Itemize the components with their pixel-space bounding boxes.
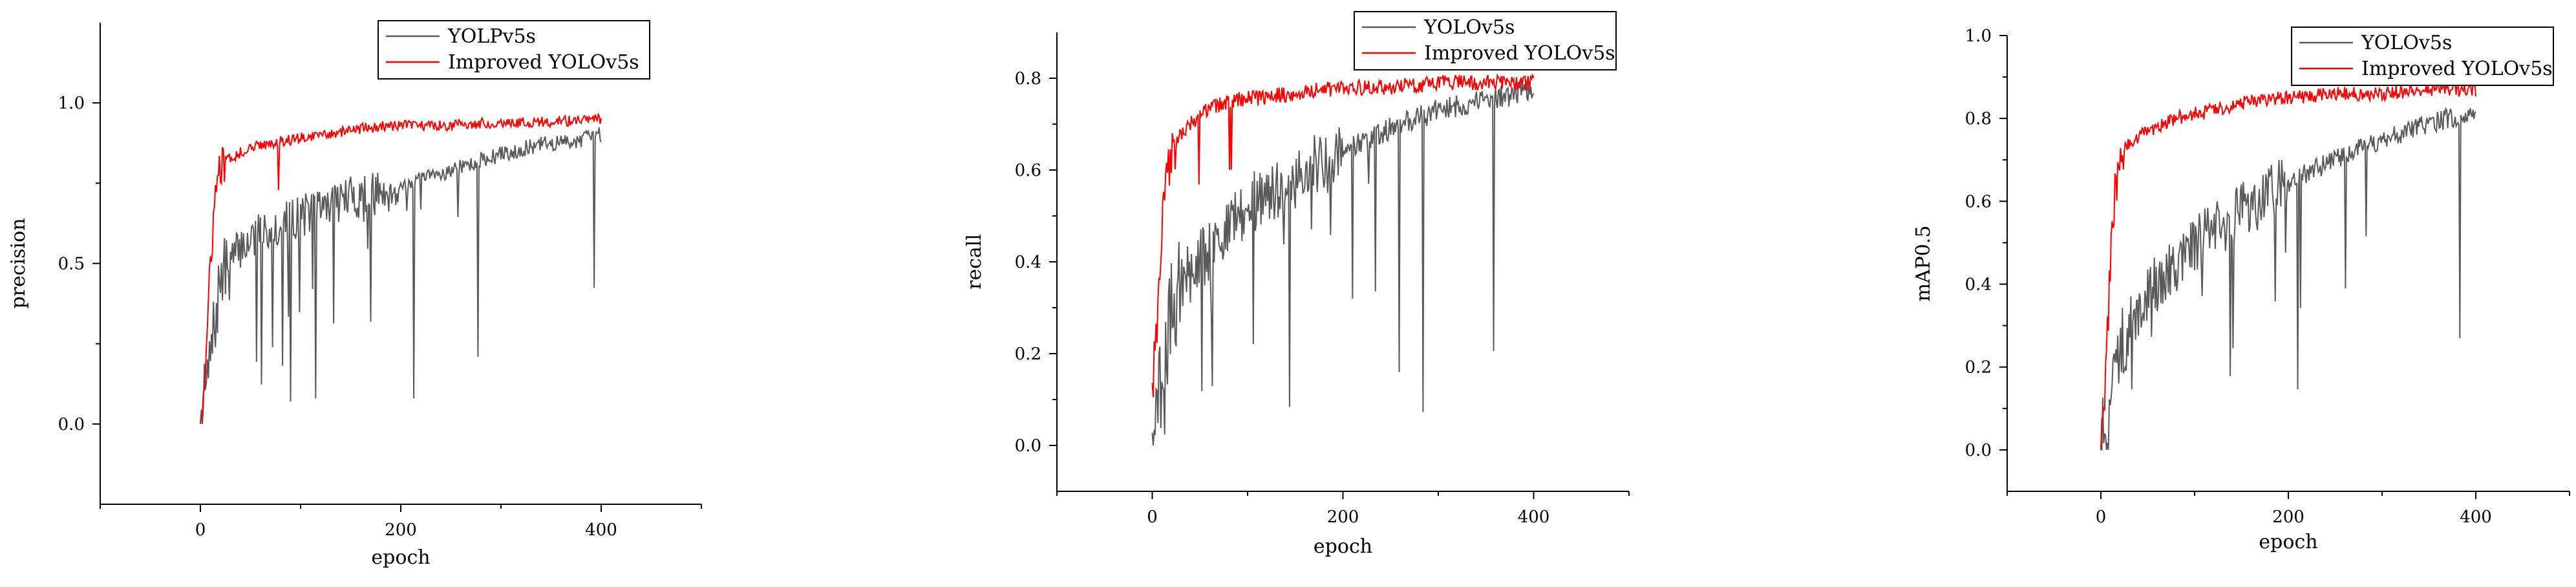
panel-2-legend-label-improved: Improved YOLOv5s xyxy=(1424,42,1615,65)
y-tick-label: 0.8 xyxy=(1015,69,1041,89)
x-tick-label: 400 xyxy=(1518,507,1550,527)
x-tick-label: 0 xyxy=(2096,507,2107,527)
panel-2-legend-box xyxy=(1354,11,1617,70)
panel-map: 0.0 0.2 0.4 0.6 0.8 1.0 0 200 400 epoch mAP0.5 Y… xyxy=(1912,27,2570,553)
panel-1-y-label: precision xyxy=(7,218,30,308)
x-tick-label: 400 xyxy=(2460,507,2492,527)
panel-2-lines xyxy=(1151,73,1535,446)
y-tick-label: 0.4 xyxy=(1015,253,1041,272)
y-tick-label: 1.0 xyxy=(1965,27,1992,46)
panel-1-lines xyxy=(200,112,602,424)
series-line-improved xyxy=(2100,80,2476,450)
panel-3-x-label: epoch xyxy=(2259,531,2317,553)
y-tick-label: 0.6 xyxy=(1015,161,1041,180)
panel-2-ticks: 0.0 0.2 0.4 0.6 0.8 0 200 400 xyxy=(1015,69,1630,527)
panel-3-ticks: 0.0 0.2 0.4 0.6 0.8 1.0 0 200 400 xyxy=(1965,27,2570,527)
y-tick-label: 0.6 xyxy=(1965,192,1992,211)
panel-1-ticks: 0.0 0.5 1.0 0 200 400 xyxy=(58,94,702,540)
panel-precision: 0.0 0.5 1.0 0 200 400 epoch precision YOLPv5s… xyxy=(7,20,702,569)
y-tick-label: 0.2 xyxy=(1015,345,1041,364)
panel-3-legend-box xyxy=(2291,27,2554,86)
panel-1-legend-box xyxy=(378,20,650,80)
x-tick-label: 200 xyxy=(385,520,417,540)
panel-recall: 0.0 0.2 0.4 0.6 0.8 0 200 400 epoch recall YOLO… xyxy=(963,11,1630,558)
series-line-improved xyxy=(1151,73,1535,398)
panel-1-legend: YOLPv5s Improved YOLOv5s xyxy=(378,20,650,80)
x-tick-label: 0 xyxy=(195,520,206,540)
y-tick-label: 0.0 xyxy=(58,415,85,434)
y-tick-label: 0.0 xyxy=(1015,436,1041,456)
x-tick-label: 400 xyxy=(585,520,617,540)
panel-2-legend: YOLOv5s Improved YOLOv5s xyxy=(1354,11,1617,70)
y-tick-label: 0.4 xyxy=(1965,275,1992,295)
series-line-improved xyxy=(200,112,602,424)
series-line-baseline xyxy=(1151,80,1535,446)
series-line-baseline xyxy=(2101,107,2476,451)
y-tick-label: 0.5 xyxy=(58,255,85,274)
series-line-baseline xyxy=(200,127,602,424)
panel-3-legend-label-improved: Improved YOLOv5s xyxy=(2361,58,2553,80)
panel-1-x-label: epoch xyxy=(371,546,430,569)
y-tick-label: 0.0 xyxy=(1965,441,1992,460)
x-tick-label: 200 xyxy=(2272,507,2305,527)
panel-3-legend-label-baseline: YOLOv5s xyxy=(2361,32,2452,54)
panel-3-lines xyxy=(2100,80,2476,451)
x-tick-label: 200 xyxy=(1327,507,1359,527)
panel-3-y-label: mAP0.5 xyxy=(1912,225,1935,301)
x-tick-label: 0 xyxy=(1147,507,1158,527)
panel-2-x-label: epoch xyxy=(1314,535,1372,558)
panel-1-legend-label-baseline: YOLPv5s xyxy=(447,25,536,48)
y-tick-label: 1.0 xyxy=(58,94,85,113)
y-tick-label: 0.8 xyxy=(1965,109,1992,129)
panel-2-legend-label-baseline: YOLOv5s xyxy=(1423,16,1515,39)
panel-2-y-label: recall xyxy=(963,234,986,290)
panel-3-legend: YOLOv5s Improved YOLOv5s xyxy=(2291,27,2554,86)
y-tick-label: 0.2 xyxy=(1965,358,1992,378)
panel-1-legend-label-improved: Improved YOLOv5s xyxy=(448,51,639,74)
